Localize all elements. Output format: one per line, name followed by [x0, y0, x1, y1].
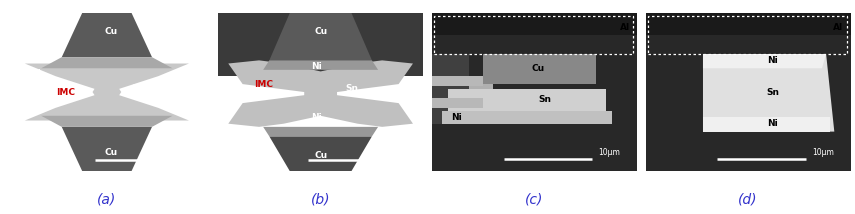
Bar	[433, 16, 633, 54]
Polygon shape	[228, 60, 413, 127]
Text: IMC: IMC	[56, 88, 75, 97]
Polygon shape	[483, 54, 596, 84]
Bar	[432, 35, 637, 171]
Text: 10μm: 10μm	[598, 148, 620, 157]
Text: Ni: Ni	[30, 107, 40, 116]
Text: (a): (a)	[97, 192, 116, 206]
Polygon shape	[703, 54, 834, 132]
Polygon shape	[269, 13, 372, 60]
Polygon shape	[432, 98, 483, 108]
Text: Ni: Ni	[311, 62, 321, 71]
Text: Sn: Sn	[766, 88, 779, 97]
Polygon shape	[703, 117, 830, 132]
Bar	[647, 16, 846, 54]
Polygon shape	[41, 116, 173, 127]
Polygon shape	[432, 76, 483, 86]
Text: Ni: Ni	[451, 113, 462, 122]
Polygon shape	[432, 84, 493, 95]
Text: Cu: Cu	[314, 151, 327, 160]
Text: (d): (d)	[739, 192, 758, 206]
Text: Ni: Ni	[30, 68, 40, 77]
Polygon shape	[25, 64, 189, 120]
Polygon shape	[263, 127, 378, 136]
Polygon shape	[269, 136, 372, 171]
Polygon shape	[41, 57, 173, 68]
Text: 10μm: 10μm	[811, 148, 834, 157]
Text: 10μm: 10μm	[174, 150, 197, 159]
Text: Sn: Sn	[345, 84, 358, 93]
Text: Cu: Cu	[532, 64, 545, 73]
Polygon shape	[432, 54, 469, 124]
Polygon shape	[218, 13, 423, 76]
Polygon shape	[62, 13, 152, 57]
Text: 10μm: 10μm	[392, 150, 415, 159]
Polygon shape	[62, 127, 152, 171]
Text: Ni: Ni	[451, 76, 462, 85]
Bar	[432, 13, 637, 35]
Text: Ni: Ni	[768, 119, 778, 128]
Text: Sn: Sn	[131, 84, 144, 93]
Text: Cu: Cu	[314, 27, 327, 36]
Text: Cu: Cu	[104, 148, 117, 157]
Text: Al: Al	[620, 23, 630, 32]
Polygon shape	[263, 60, 378, 70]
Bar	[646, 35, 851, 171]
Polygon shape	[448, 89, 606, 111]
Text: Al: Al	[834, 23, 844, 32]
Text: Sn: Sn	[538, 95, 551, 104]
Text: (c): (c)	[525, 192, 544, 206]
Text: (b): (b)	[311, 192, 330, 206]
Text: Cu: Cu	[104, 27, 117, 36]
Text: Ni: Ni	[311, 113, 321, 122]
Text: IMC: IMC	[254, 80, 273, 89]
Polygon shape	[703, 54, 826, 68]
Text: Ni: Ni	[768, 56, 778, 65]
Polygon shape	[442, 111, 612, 124]
Bar	[646, 13, 851, 35]
